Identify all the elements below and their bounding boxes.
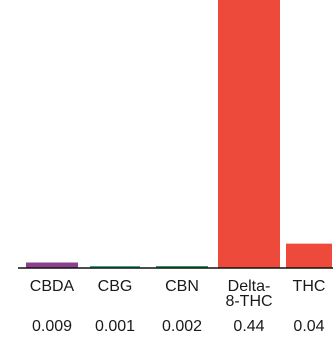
bars-group <box>26 0 332 268</box>
value-label: 0.002 <box>162 318 202 335</box>
category-label: CBG <box>98 278 133 295</box>
bar-delta-8-thc <box>218 0 280 268</box>
category-labels: CBDA CBG CBN Delta-8-THC THC <box>30 278 326 310</box>
value-label: 0.44 <box>233 318 264 335</box>
value-label: 0.04 <box>293 318 324 335</box>
bar-cbn <box>156 266 208 268</box>
category-label: THC <box>293 278 326 295</box>
category-label: CBN <box>165 278 199 295</box>
bar-cbg <box>90 266 140 268</box>
bar-thc <box>286 243 332 268</box>
category-label: CBDA <box>30 278 75 295</box>
value-label: 0.009 <box>32 318 72 335</box>
bar-cbda <box>26 262 78 268</box>
category-label: Delta-8-THC <box>225 278 272 310</box>
value-label: 0.001 <box>95 318 135 335</box>
value-labels: 0.009 0.001 0.002 0.44 0.04 <box>32 318 325 335</box>
